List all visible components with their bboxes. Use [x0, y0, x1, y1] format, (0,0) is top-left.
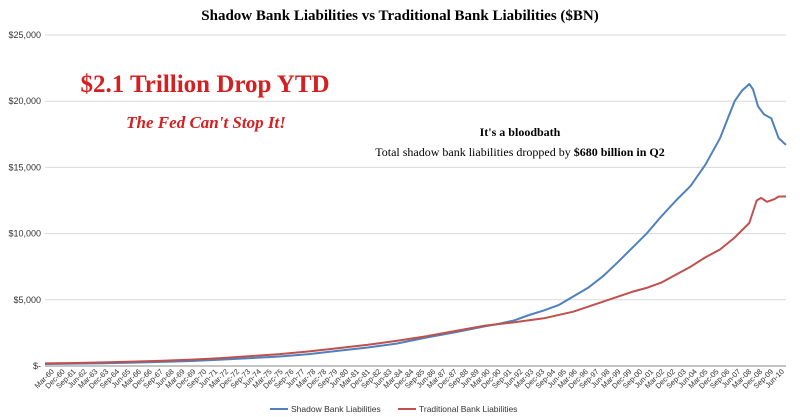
note-title: It's a bloodbath	[480, 125, 561, 139]
subheadline-annotation: The Fed Can't Stop It!	[126, 113, 286, 132]
legend: Shadow Bank Liabilities Traditional Bank…	[270, 404, 517, 414]
y-tick-label: $15,000	[8, 162, 41, 172]
series-line-shadow	[44, 83, 787, 365]
y-tick-label: $10,000	[8, 229, 41, 239]
y-tick-label: $-	[33, 361, 41, 371]
chart-title: Shadow Bank Liabilities vs Traditional B…	[201, 8, 598, 24]
y-axis: $- $5,000 $10,000 $15,000 $20,000 $25,000	[8, 30, 41, 371]
x-axis: Mar-60Dec-60Sep-61Jun-62Mar-63Dec-63Sep-…	[33, 367, 786, 390]
note-body-prefix: Total shadow bank liabilities dropped by	[375, 145, 573, 159]
note-body-bold: $680 billion in Q2	[574, 145, 665, 159]
y-tick-label: $20,000	[8, 96, 41, 106]
headline-annotation: $2.1 Trillion Drop YTD	[80, 71, 329, 98]
y-tick-label: $25,000	[8, 30, 41, 40]
note-body: Total shadow bank liabilities dropped by…	[375, 145, 665, 159]
gridlines	[45, 34, 786, 367]
y-tick-label: $5,000	[13, 295, 41, 305]
legend-label-traditional: Traditional Bank Liabilities	[419, 404, 517, 414]
legend-label-shadow: Shadow Bank Liabilities	[291, 404, 381, 414]
series-lines	[44, 83, 787, 365]
series-line-traditional	[44, 195, 786, 365]
